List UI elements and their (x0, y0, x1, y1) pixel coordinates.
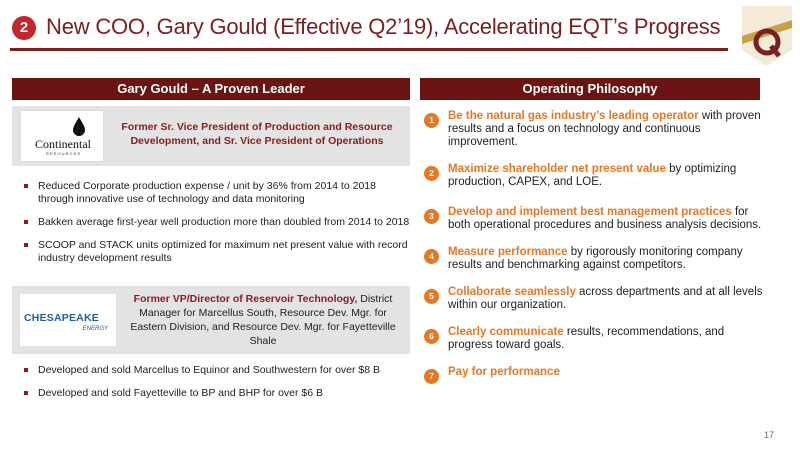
continental-wordmark: Continental (35, 137, 91, 151)
number-badge: 4 (424, 249, 439, 264)
continental-logo: Continental R E S O U R C E S (20, 110, 104, 162)
list-item: 4 Measure performance by rigorously moni… (424, 246, 764, 272)
list-item: SCOOP and STACK units optimized for maxi… (22, 239, 412, 265)
number-badge: 3 (424, 209, 439, 224)
number-badge: 7 (424, 369, 439, 384)
leader-panel-heading: Gary Gould – A Proven Leader (12, 78, 410, 100)
list-item: 1 Be the natural gas industry’s leading … (424, 110, 764, 149)
continental-achievements-list: Reduced Corporate production expense / u… (22, 180, 412, 275)
section-number-badge: 2 (12, 16, 36, 40)
chesapeake-wordmark: CHESAPEAKE (24, 312, 99, 324)
page-title: New COO, Gary Gould (Effective Q2’19), A… (46, 14, 721, 39)
operating-philosophy-list: 1 Be the natural gas industry’s leading … (424, 110, 764, 384)
eqt-logo-icon (742, 6, 792, 66)
list-item: Developed and sold Marcellus to Equinor … (22, 364, 412, 377)
chesapeake-achievements-list: Developed and sold Marcellus to Equinor … (22, 364, 412, 410)
oil-drop-icon (73, 117, 85, 136)
number-badge: 6 (424, 329, 439, 344)
number-badge: 1 (424, 113, 439, 128)
number-badge: 5 (424, 289, 439, 304)
list-item: Developed and sold Fayetteville to BP an… (22, 387, 412, 400)
chesapeake-tagline: ENERGY (82, 326, 108, 332)
philosophy-panel-heading: Operating Philosophy (420, 78, 760, 100)
list-item: 3 Develop and implement best management … (424, 206, 764, 232)
chesapeake-role-box: CHESAPEAKE ENERGY Former VP/Director of … (12, 286, 410, 354)
page-number: 17 (764, 430, 775, 440)
continental-role-box: Continental R E S O U R C E S Former Sr.… (12, 106, 410, 166)
chesapeake-role-text: Former VP/Director of Reservoir Technolo… (130, 293, 396, 347)
number-badge: 2 (424, 166, 439, 181)
list-item: 6 Clearly communicate results, recommend… (424, 326, 764, 352)
title-divider (10, 48, 728, 51)
chesapeake-logo: CHESAPEAKE ENERGY (20, 294, 116, 346)
list-item: 2 Maximize shareholder net present value… (424, 163, 764, 189)
continental-role-text: Former Sr. Vice President of Production … (121, 121, 393, 147)
continental-tagline: R E S O U R C E S (45, 151, 81, 156)
list-item: Bakken average first-year well productio… (22, 216, 412, 229)
list-item: Reduced Corporate production expense / u… (22, 180, 412, 206)
list-item: 5 Collaborate seamlessly across departme… (424, 286, 764, 312)
list-item: 7 Pay for performance (424, 366, 764, 384)
